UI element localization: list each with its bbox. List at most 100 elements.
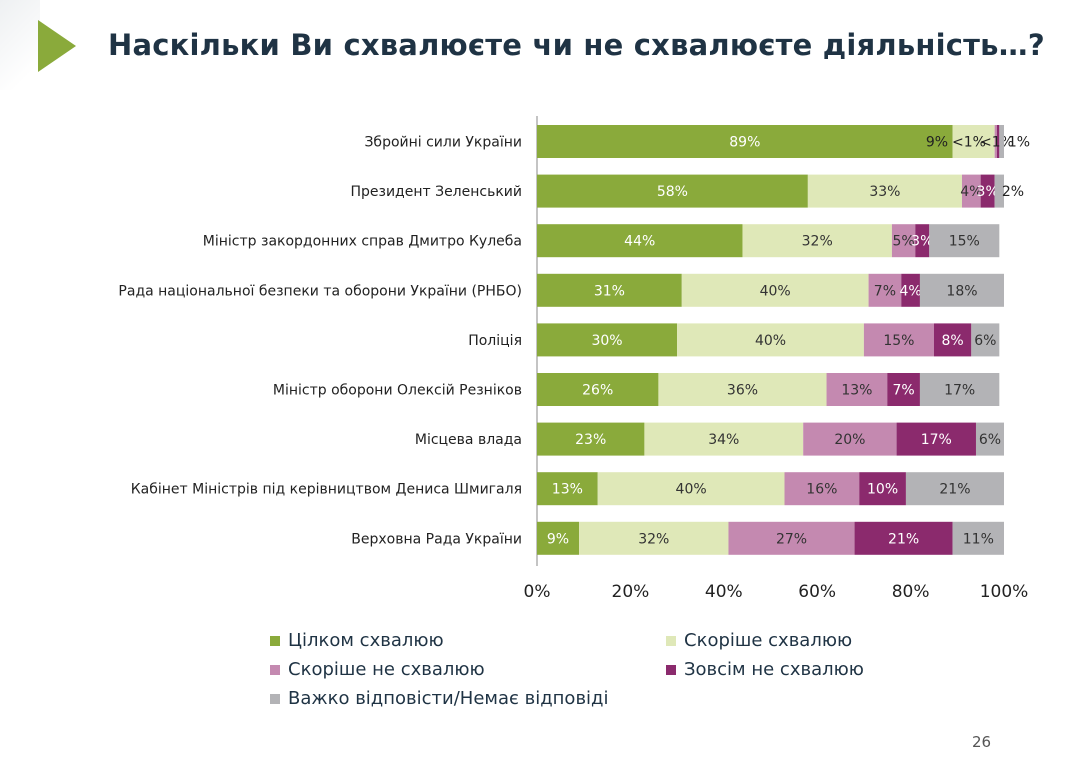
- data-label: 8%: [942, 333, 964, 349]
- bar-segment: [901, 273, 920, 307]
- bar-segment: [919, 373, 1000, 406]
- play-arrow-icon: [38, 20, 76, 72]
- bar-segment: [996, 125, 1000, 158]
- bar-segment: [929, 224, 1000, 258]
- x-tick-label: 20%: [612, 582, 650, 602]
- data-label: 5%: [892, 234, 914, 250]
- bar-segment: [961, 174, 981, 208]
- x-tick-label: 80%: [892, 582, 930, 602]
- x-tick-label: 40%: [705, 582, 743, 602]
- legend-swatch: [666, 635, 676, 646]
- legend-label: Скоріше схвалюю: [684, 630, 853, 651]
- bar-segment: [597, 472, 785, 506]
- legend-swatch: [270, 635, 280, 646]
- data-label: 9%: [926, 135, 948, 151]
- bar-segment: [905, 472, 1004, 506]
- data-label: 11%: [963, 531, 994, 547]
- data-label: 44%: [624, 234, 655, 250]
- data-label: 40%: [755, 333, 786, 349]
- data-label: 15%: [883, 333, 914, 349]
- category-label: Кабінет Міністрів під керівництвом Денис…: [131, 482, 522, 498]
- legend-item: Важко відповісти/Немає відповіді: [270, 688, 609, 709]
- x-tick-label: 100%: [980, 582, 1029, 602]
- legend-label: Важко відповісти/Немає відповіді: [288, 688, 609, 709]
- bar-segment: [826, 373, 888, 406]
- bar-segment: [891, 224, 916, 258]
- data-label: <1%: [980, 135, 1014, 151]
- data-label: 9%: [547, 531, 569, 547]
- bar-segment: [537, 224, 743, 258]
- bar-segment: [537, 174, 808, 208]
- data-label: 40%: [760, 283, 791, 299]
- category-label: Верховна Рада України: [351, 531, 522, 547]
- data-label: 13%: [841, 383, 872, 399]
- bar-segment: [952, 125, 995, 158]
- bar-segment: [952, 521, 1004, 555]
- category-label: Місцева влада: [415, 432, 522, 448]
- data-label: 1%: [1008, 135, 1030, 151]
- legend-label: Скоріше не схвалюю: [288, 659, 485, 680]
- corner-decoration: [0, 0, 40, 90]
- data-label: 7%: [892, 383, 914, 399]
- bar-segment: [677, 323, 864, 357]
- bar-segment: [896, 422, 976, 456]
- data-label: 3%: [977, 184, 999, 200]
- bar-segment: [537, 273, 682, 307]
- data-label: 58%: [657, 184, 688, 200]
- bar-segment: [803, 422, 897, 456]
- data-label: 89%: [729, 135, 760, 151]
- data-label: 23%: [575, 432, 606, 448]
- data-label: 30%: [591, 333, 622, 349]
- bar-segment: [933, 323, 972, 357]
- page-title: Наскільки Ви схвалюєте чи не схвалюєте д…: [108, 28, 1045, 62]
- bar-segment: [537, 323, 678, 357]
- data-label: 27%: [776, 531, 807, 547]
- data-label: 33%: [869, 184, 900, 200]
- data-label: 10%: [867, 482, 898, 498]
- bar-segment: [975, 422, 1004, 456]
- data-label: 21%: [939, 482, 970, 498]
- data-label: 32%: [802, 234, 833, 250]
- legend-swatch: [666, 664, 676, 675]
- data-label: 6%: [974, 333, 996, 349]
- category-label: Збройні сили України: [364, 135, 522, 151]
- data-label: 18%: [946, 283, 977, 299]
- data-label: 32%: [638, 531, 669, 547]
- data-label: 20%: [834, 432, 865, 448]
- category-label: Міністр закордонних справ Дмитро Кулеба: [203, 234, 522, 250]
- legend-label: Цілком схвалюю: [288, 630, 444, 651]
- data-label: 6%: [979, 432, 1001, 448]
- legend-swatch: [270, 693, 280, 704]
- category-label: Президент Зеленський: [350, 184, 522, 200]
- data-label: 34%: [708, 432, 739, 448]
- data-label: 4%: [899, 283, 921, 299]
- bar-segment: [854, 521, 953, 555]
- bar-segment: [971, 323, 1000, 357]
- data-label: 17%: [944, 383, 975, 399]
- category-label: Поліція: [468, 333, 522, 349]
- bar-segment: [859, 472, 906, 506]
- bar-segment: [919, 273, 1004, 307]
- x-tick-label: 60%: [798, 582, 836, 602]
- data-label: 15%: [949, 234, 980, 250]
- page-number: 26: [972, 733, 992, 751]
- legend-label: Зовсім не схвалюю: [684, 659, 864, 680]
- data-label: 36%: [727, 383, 758, 399]
- data-label: 2%: [1002, 184, 1024, 200]
- data-label: 4%: [960, 184, 982, 200]
- bar-segment: [994, 125, 997, 158]
- bar-segment: [681, 273, 869, 307]
- bar-segment: [887, 373, 920, 406]
- data-label: 3%: [911, 234, 933, 250]
- bar-segment: [728, 521, 855, 555]
- bar-segment: [868, 273, 902, 307]
- data-label: 13%: [552, 482, 583, 498]
- category-label: Міністр оборони Олексій Резніков: [273, 383, 522, 399]
- legend-item: Зовсім не схвалюю: [666, 659, 864, 680]
- legend-item: Скоріше схвалюю: [666, 630, 852, 651]
- data-label: 17%: [921, 432, 952, 448]
- x-tick-label: 0%: [524, 582, 551, 602]
- data-label: 21%: [888, 531, 919, 547]
- data-label: 31%: [594, 283, 625, 299]
- data-label: <1%: [952, 135, 986, 151]
